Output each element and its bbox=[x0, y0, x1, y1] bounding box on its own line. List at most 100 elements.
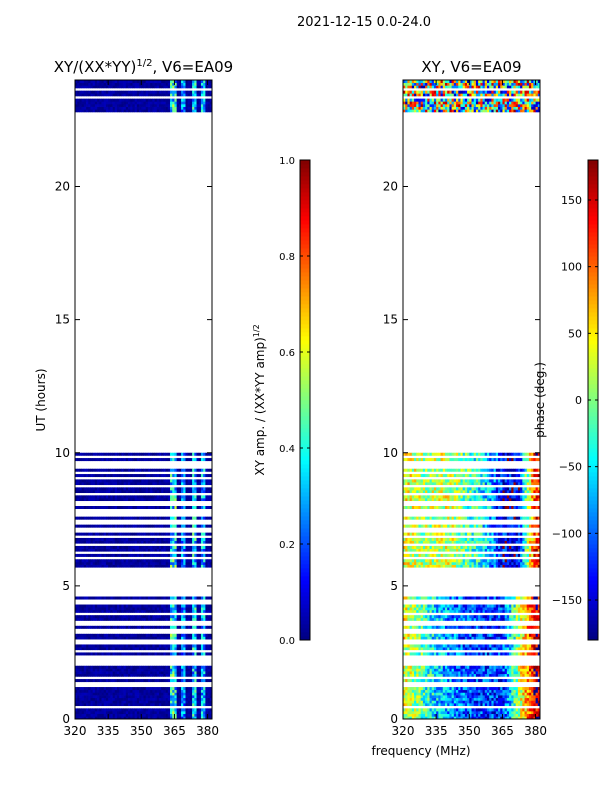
heatmap-cell bbox=[165, 103, 169, 107]
heatmap-cell bbox=[81, 468, 85, 472]
heatmap-cell bbox=[128, 687, 131, 691]
heatmap-cell bbox=[405, 716, 408, 720]
heatmap-cell bbox=[480, 708, 483, 712]
heatmap-cell bbox=[123, 553, 127, 557]
heatmap-cell bbox=[108, 540, 111, 544]
heatmap-cell bbox=[156, 633, 160, 637]
heatmap-cell bbox=[411, 708, 415, 712]
heatmap-cell bbox=[427, 665, 430, 669]
heatmap-cell bbox=[172, 468, 175, 472]
heatmap-cell bbox=[181, 506, 184, 510]
heatmap-cell bbox=[403, 679, 406, 683]
heatmap-cell bbox=[522, 671, 525, 675]
heatmap-cell bbox=[473, 647, 477, 651]
heatmap-cell bbox=[75, 596, 78, 600]
heatmap-cell bbox=[200, 479, 204, 483]
heatmap-cell bbox=[447, 708, 450, 712]
heatmap-cell bbox=[123, 700, 127, 704]
heatmap-cell bbox=[440, 708, 444, 712]
heatmap-cell bbox=[145, 482, 149, 486]
heatmap-cell bbox=[174, 106, 177, 110]
heatmap-cell bbox=[442, 692, 446, 696]
heatmap-cell bbox=[526, 652, 530, 656]
heatmap-cell bbox=[473, 687, 477, 691]
heatmap-cell bbox=[478, 703, 481, 707]
heatmap-cell bbox=[436, 697, 439, 701]
heatmap-cell bbox=[105, 644, 109, 648]
heatmap-cell bbox=[154, 474, 158, 478]
heatmap-cell bbox=[526, 689, 530, 693]
heatmap-cell bbox=[88, 673, 91, 677]
heatmap-cell bbox=[429, 671, 433, 675]
heatmap-cell bbox=[99, 106, 102, 110]
heatmap-cell bbox=[77, 479, 80, 483]
heatmap-cell bbox=[174, 545, 177, 549]
heatmap-cell bbox=[456, 647, 459, 651]
heatmap-cell bbox=[194, 607, 197, 611]
heatmap-cell bbox=[163, 695, 166, 699]
heatmap-cell bbox=[92, 708, 96, 712]
heatmap-cell bbox=[158, 537, 162, 541]
heatmap-cell bbox=[513, 673, 517, 677]
heatmap-cell bbox=[489, 711, 492, 715]
heatmap-cell bbox=[105, 700, 109, 704]
heatmap-cell bbox=[110, 559, 113, 563]
heatmap-cell bbox=[77, 636, 80, 640]
heatmap-cell bbox=[99, 644, 102, 648]
heatmap-cell bbox=[403, 716, 406, 720]
heatmap-cell bbox=[493, 700, 497, 704]
heatmap-cell bbox=[136, 644, 140, 648]
heatmap-cell bbox=[405, 673, 408, 677]
heatmap-cell bbox=[165, 487, 169, 491]
heatmap-cell bbox=[116, 548, 120, 552]
heatmap-cell bbox=[139, 604, 142, 608]
heatmap-cell bbox=[150, 596, 153, 600]
heatmap-cell bbox=[170, 498, 173, 502]
heatmap-cell bbox=[187, 109, 191, 113]
heatmap-cell bbox=[498, 692, 501, 696]
heatmap-cell bbox=[172, 524, 175, 528]
heatmap-cell bbox=[83, 647, 87, 651]
heatmap-cell bbox=[405, 687, 408, 691]
heatmap-cell bbox=[161, 679, 164, 683]
heatmap-cell bbox=[152, 482, 155, 486]
heatmap-cell bbox=[200, 665, 204, 669]
heatmap-cell bbox=[200, 644, 204, 648]
heatmap-cell bbox=[119, 548, 122, 552]
heatmap-cell bbox=[528, 689, 532, 693]
heatmap-cell bbox=[92, 90, 96, 94]
heatmap-cell bbox=[108, 458, 111, 462]
heatmap-cell bbox=[132, 487, 136, 491]
heatmap-cell bbox=[163, 498, 166, 502]
heatmap-cell bbox=[189, 713, 193, 717]
heatmap-cell bbox=[125, 689, 129, 693]
heatmap-cell bbox=[196, 609, 200, 613]
heatmap-cell bbox=[411, 679, 415, 683]
heatmap-cell bbox=[90, 708, 94, 712]
heatmap-cell bbox=[178, 479, 182, 483]
heatmap-cell bbox=[200, 615, 204, 619]
heatmap-cell bbox=[209, 90, 213, 94]
heatmap-cell bbox=[154, 697, 158, 701]
heatmap-cell bbox=[121, 609, 124, 613]
heatmap-cell bbox=[170, 687, 173, 691]
heatmap-cell bbox=[502, 652, 505, 656]
heatmap-cell bbox=[92, 703, 96, 707]
heatmap-cell bbox=[128, 468, 131, 472]
heatmap-cell bbox=[533, 713, 536, 717]
heatmap-cell bbox=[94, 487, 98, 491]
heatmap-cell bbox=[141, 713, 144, 717]
heatmap-cell bbox=[156, 524, 160, 528]
heatmap-cell bbox=[176, 487, 180, 491]
heatmap-cell bbox=[167, 609, 171, 613]
heatmap-cell bbox=[504, 695, 508, 699]
heatmap-cell bbox=[192, 106, 195, 110]
heatmap-cell bbox=[132, 109, 136, 113]
heatmap-cell bbox=[187, 540, 191, 544]
heatmap-cell bbox=[130, 668, 133, 672]
heatmap-cell bbox=[75, 633, 78, 637]
heatmap-cell bbox=[185, 596, 189, 600]
heatmap-cell bbox=[467, 652, 470, 656]
heatmap-cell bbox=[86, 548, 89, 552]
heatmap-cell bbox=[121, 708, 124, 712]
